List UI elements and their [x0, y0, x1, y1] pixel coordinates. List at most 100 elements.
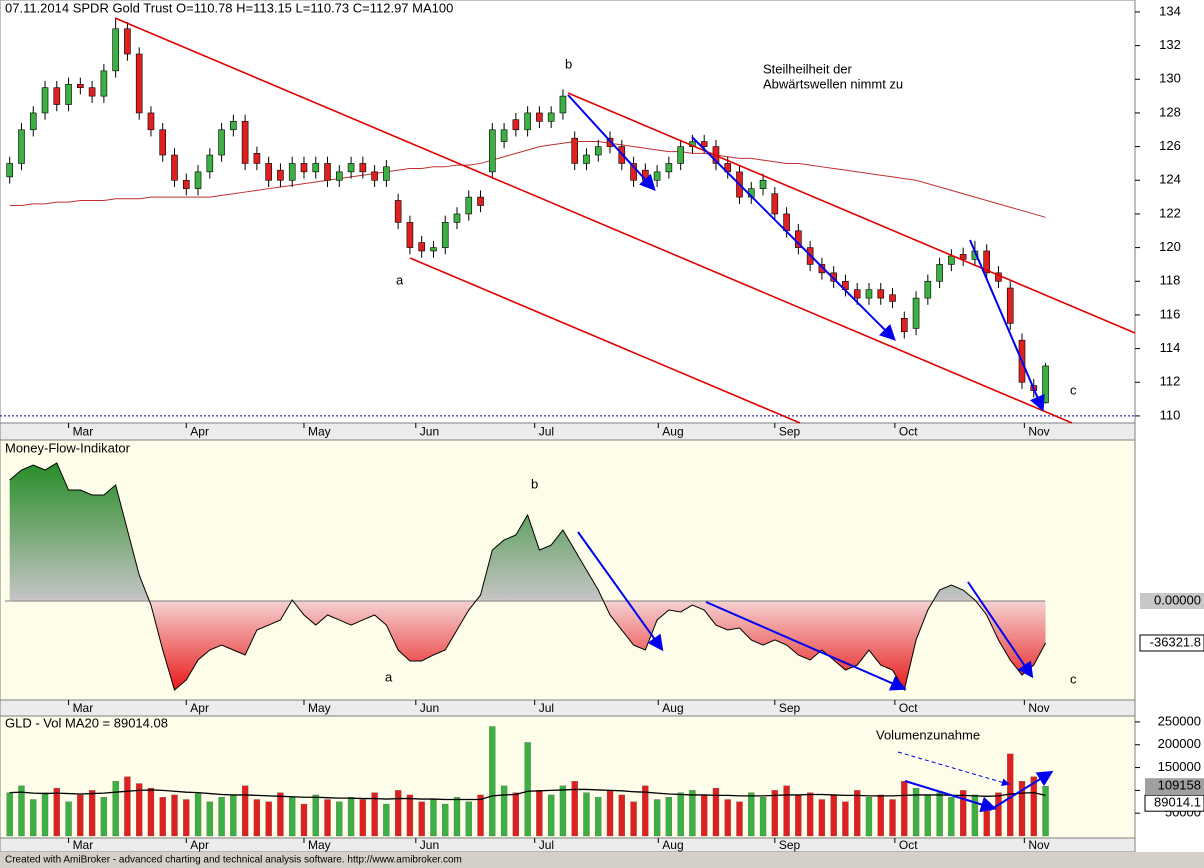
- candle-body: [335, 171, 343, 181]
- volume-bar: [88, 790, 96, 837]
- volume-bar: [571, 781, 578, 837]
- candle-body: [253, 153, 261, 164]
- x-tick-label: Nov: [1028, 838, 1049, 852]
- x-tick-label: Jun: [420, 838, 439, 852]
- value-box: [1139, 634, 1204, 652]
- candle-body: [182, 179, 190, 189]
- volume-bar: [559, 785, 567, 837]
- volume-bar: [948, 797, 955, 837]
- x-tick-label: Nov: [1028, 701, 1049, 715]
- trend-lines: [114, 17, 1136, 424]
- volume-bar: [394, 790, 402, 837]
- y-tick-label: 126: [1159, 138, 1181, 153]
- volume-bar: [865, 797, 873, 837]
- x-tick-label: Apr: [190, 701, 209, 715]
- volume-bar: [677, 792, 684, 837]
- volume-bar: [912, 787, 920, 837]
- y-tick-label: 112: [1160, 374, 1181, 389]
- price-panel: [0, 0, 1136, 424]
- volume-bar: [253, 799, 261, 837]
- candle-body: [394, 200, 402, 223]
- volume-bar: [159, 797, 166, 837]
- x-tick-label: Oct: [899, 701, 918, 715]
- volume-bar: [65, 801, 72, 837]
- candle-body: [265, 163, 272, 181]
- candle-body: [512, 119, 520, 131]
- volume-bar: [701, 794, 708, 837]
- volume-bar: [665, 797, 673, 837]
- x-tick-label: Sep: [779, 701, 801, 715]
- candle-body: [630, 163, 637, 181]
- volume-bar: [6, 792, 13, 837]
- candle-body: [948, 255, 955, 265]
- volume-bar: [889, 799, 896, 837]
- volume-bar: [583, 792, 590, 837]
- ma-line: [9, 788, 1046, 801]
- volume-bar: [206, 801, 213, 837]
- volume-bar: [689, 790, 696, 837]
- annotation: Volumenzunahme: [876, 727, 980, 742]
- candle-body: [312, 163, 320, 173]
- volume-bar: [147, 787, 155, 837]
- volume-bar: [241, 785, 249, 837]
- volume-bar: [277, 792, 284, 837]
- annotation: a: [385, 669, 393, 684]
- x-tick-label: Aug: [662, 425, 683, 439]
- volume-bar: [748, 792, 755, 837]
- candle-body: [41, 87, 49, 114]
- arrows: [567, 94, 1054, 813]
- candle-body: [1042, 365, 1049, 404]
- candle-body: [583, 154, 590, 164]
- candle-body: [441, 222, 449, 248]
- x-tick-label: May: [308, 838, 331, 852]
- x-tick-label: Jun: [420, 701, 439, 715]
- value-box: [1145, 778, 1204, 795]
- volume-bar: [595, 797, 602, 837]
- candle-body: [171, 154, 178, 181]
- candle-body: [53, 87, 61, 105]
- candle-body: [135, 53, 143, 114]
- volume-bar: [489, 726, 496, 837]
- candle-body: [865, 289, 873, 299]
- candle-body: [230, 121, 237, 131]
- volume-bar: [383, 803, 390, 837]
- y-tick-label: 122: [1159, 205, 1181, 220]
- volume-bar: [347, 797, 355, 837]
- month-strip: [0, 837, 1136, 853]
- candle-body: [653, 171, 661, 181]
- annotation: b: [565, 56, 572, 71]
- x-tick-label: Apr: [190, 838, 209, 852]
- y-tick-label: 200000: [1158, 736, 1201, 751]
- candle-body: [241, 121, 249, 164]
- x-tick-label: Apr: [190, 425, 209, 439]
- candle-body: [524, 112, 531, 131]
- volume-bar: [136, 783, 143, 837]
- y-tick-label: 0.00000: [1154, 592, 1201, 607]
- x-tick-label: May: [308, 701, 331, 715]
- y-tick-label: 150000: [1158, 759, 1201, 774]
- volume-bar: [512, 792, 520, 837]
- volume-bar: [877, 794, 884, 837]
- y-tick-label: 130: [1159, 71, 1181, 86]
- chart-title: GLD - Vol MA20 = 89014.08: [5, 715, 168, 730]
- candle-body: [418, 242, 425, 252]
- candle-body: [500, 129, 508, 142]
- volume-bar: [183, 799, 190, 837]
- x-tick-label: Jul: [539, 425, 554, 439]
- candle-body: [277, 169, 284, 181]
- volume-bar: [854, 790, 861, 837]
- x-tick-label: Nov: [1028, 425, 1049, 439]
- candle-body: [759, 179, 767, 189]
- volume-bar: [936, 792, 943, 837]
- ma-value-label: 89014.1: [1154, 795, 1201, 810]
- volume-bar: [500, 785, 508, 837]
- candle-body: [6, 163, 14, 178]
- chart-title: Money-Flow-Indikator: [5, 440, 131, 455]
- volume-bar: [618, 794, 625, 837]
- candle-body: [159, 129, 167, 156]
- x-tick-label: Jul: [539, 701, 554, 715]
- volume-bar: [406, 794, 414, 837]
- candle-body: [112, 28, 119, 72]
- candle-body: [677, 146, 684, 164]
